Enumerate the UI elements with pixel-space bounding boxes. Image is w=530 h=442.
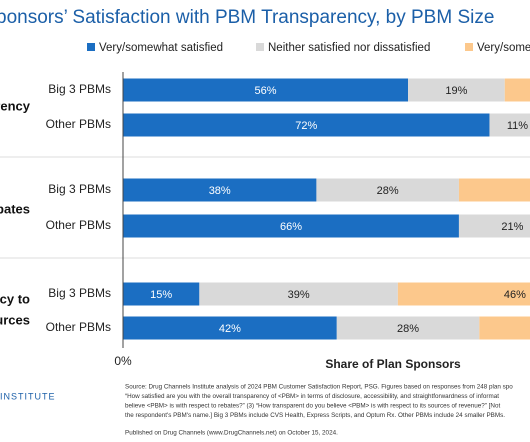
bar-segment: [504, 78, 530, 102]
y-tick-label: Other PBMs: [46, 218, 111, 232]
bar-segment: [123, 316, 337, 340]
legend-swatch: [256, 43, 264, 51]
legend-label: Very/some: [477, 42, 530, 54]
bar-segment: [123, 214, 459, 238]
group-label: rency: [0, 98, 31, 113]
legend-swatch: [465, 43, 473, 51]
value-label: 28%: [397, 323, 419, 335]
source-note: the respondent's PBM's name.] Big 3 PBMs…: [125, 412, 505, 419]
y-tick-label: Big 3 PBMs: [48, 286, 111, 300]
value-label: 11%: [507, 120, 528, 132]
bar-segment: [123, 178, 317, 202]
bar-segment: [458, 214, 530, 238]
value-label: 39%: [288, 289, 310, 301]
x-tick-label: 0%: [114, 354, 132, 368]
bar-segment: [397, 282, 530, 306]
group-label: ources: [0, 312, 30, 327]
value-label: 56%: [255, 85, 277, 97]
y-tick-label: Other PBMs: [46, 320, 111, 334]
bar-segment: [199, 282, 398, 306]
y-tick-label: Big 3 PBMs: [48, 182, 111, 196]
source-note: believe <PBM> is with respect to rebates…: [125, 403, 500, 410]
source-note: Source: Drug Channels Institute analysis…: [125, 384, 513, 391]
value-label: 42%: [219, 323, 241, 335]
value-label: 66%: [280, 221, 302, 233]
value-label: 28%: [377, 185, 399, 197]
source-note: “How satisfied are you with the overall …: [125, 393, 499, 400]
bar-segment: [458, 178, 530, 202]
bar-segment: [123, 113, 490, 137]
bar-segment: [336, 316, 480, 340]
published: Published on Drug Channels (www.DrugChan…: [125, 430, 338, 437]
legend-swatch: [87, 43, 95, 51]
value-label: 72%: [295, 120, 317, 132]
bar-segment: [489, 113, 530, 137]
bar-segment: [316, 178, 459, 202]
group-label: cy to: [0, 291, 30, 306]
brand: INSTITUTE: [0, 391, 56, 401]
value-label: 21%: [501, 221, 523, 233]
value-label: 46%: [504, 289, 526, 301]
bar-segment: [479, 316, 530, 340]
x-axis-label: Share of Plan Sponsors: [325, 357, 461, 371]
value-label: 38%: [209, 185, 231, 197]
bar-segment: [123, 78, 409, 102]
legend-label: Very/somewhat satisfied: [99, 42, 223, 54]
y-tick-label: Other PBMs: [46, 117, 111, 131]
group-label: ebates: [0, 201, 30, 216]
value-label: 19%: [445, 85, 467, 97]
legend-label: Neither satisfied nor dissatisfied: [268, 42, 430, 54]
chart-title: ponsors’ Satisfaction with PBM Transpare…: [0, 7, 494, 28]
bar-segment: [408, 78, 505, 102]
y-tick-label: Big 3 PBMs: [48, 82, 111, 96]
value-label: 15%: [150, 289, 172, 301]
bar-segment: [123, 282, 200, 306]
